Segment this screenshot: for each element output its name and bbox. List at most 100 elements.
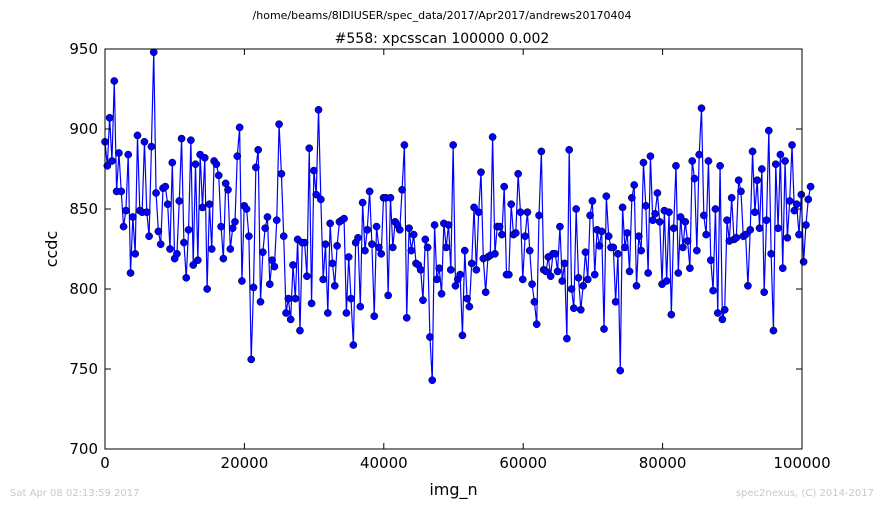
data-point [788, 141, 796, 149]
data-point [716, 161, 724, 170]
data-point [713, 309, 722, 317]
data-point [226, 245, 235, 253]
data-point [569, 304, 578, 313]
data-point [530, 297, 539, 306]
data-point [430, 221, 439, 229]
data-point [614, 249, 622, 258]
data-point [655, 217, 664, 226]
data-point [699, 211, 708, 220]
data-point [467, 259, 476, 268]
data-point [507, 200, 516, 209]
data-point [314, 105, 323, 114]
data-point [342, 309, 351, 317]
data-point [228, 224, 237, 233]
x-tick-label: 40000 [360, 454, 408, 472]
data-point [644, 269, 652, 277]
data-point [437, 289, 446, 298]
data-point [191, 160, 200, 169]
data-point [641, 201, 650, 210]
data-point [312, 190, 321, 199]
data-point [224, 185, 232, 194]
data-point [720, 305, 729, 314]
data-point [688, 157, 697, 165]
data-point [769, 326, 778, 335]
data-point [231, 217, 239, 226]
data-point [451, 281, 460, 290]
data-point [741, 230, 750, 239]
data-point [284, 294, 293, 303]
data-point [168, 158, 177, 167]
data-point [732, 233, 741, 242]
data-point [252, 163, 260, 172]
data-point [686, 264, 694, 273]
data-point [152, 189, 160, 197]
data-point [282, 309, 290, 317]
file-path-title: /home/beams/8IDIUSER/spec_data/2017/Apr2… [252, 9, 632, 22]
data-point [177, 134, 186, 143]
data-point [307, 299, 316, 308]
data-point [674, 269, 683, 277]
data-point [500, 182, 509, 191]
data-point [182, 273, 191, 282]
data-point [256, 297, 265, 306]
y-tick-label: 800 [69, 280, 98, 298]
data-point [623, 229, 632, 237]
data-point [386, 193, 395, 202]
data-point [764, 126, 773, 135]
data-point [625, 267, 634, 276]
data-point [553, 267, 562, 276]
data-point [340, 214, 348, 223]
data-point [175, 197, 184, 205]
data-point [785, 197, 794, 205]
data-point [103, 161, 112, 170]
y-tick-label: 750 [69, 360, 98, 378]
data-point [804, 195, 813, 204]
data-point [634, 232, 643, 241]
data-point [319, 275, 328, 284]
data-point [419, 296, 427, 305]
data-point [563, 334, 571, 343]
data-point [567, 285, 576, 293]
data-point [395, 225, 404, 234]
data-point [672, 161, 680, 170]
x-tick-label: 60000 [499, 454, 547, 472]
data-point [384, 291, 393, 300]
data-point [349, 341, 358, 349]
data-point [458, 331, 467, 340]
data-point [354, 233, 362, 242]
data-point [697, 104, 706, 113]
data-point [426, 333, 434, 341]
data-point [409, 230, 418, 239]
data-point [131, 249, 140, 258]
data-point [221, 179, 230, 188]
data-point [609, 243, 618, 252]
data-point [518, 275, 527, 284]
data-point [333, 241, 341, 250]
data-point [433, 275, 441, 284]
data-point [679, 243, 687, 252]
data-point [653, 189, 662, 197]
data-point [665, 208, 673, 217]
data-point [400, 141, 409, 149]
data-point [762, 216, 771, 225]
data-point [275, 120, 283, 129]
data-point [470, 203, 478, 212]
data-point [505, 270, 513, 279]
data-point [238, 277, 246, 285]
data-point [616, 366, 625, 375]
data-point [795, 230, 803, 239]
data-point [173, 249, 181, 258]
data-point [639, 158, 648, 167]
data-point [572, 205, 581, 213]
data-point [621, 243, 629, 252]
data-point [217, 222, 225, 231]
data-point [163, 200, 172, 209]
data-point [481, 288, 490, 297]
data-point [799, 257, 808, 266]
data-point [767, 249, 775, 258]
data-point [528, 280, 536, 289]
data-point [212, 160, 221, 169]
data-point [187, 136, 195, 145]
data-point [576, 305, 585, 314]
data-point [328, 259, 337, 268]
